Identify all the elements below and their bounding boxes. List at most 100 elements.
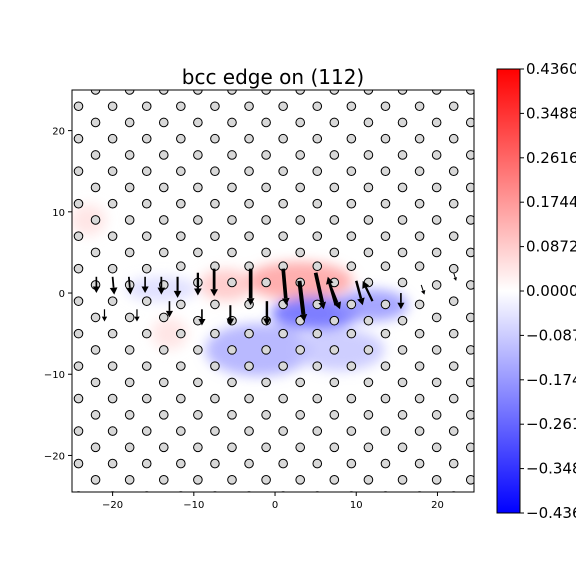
atom [176,101,186,112]
atom [57,411,66,420]
atom [414,198,425,209]
colorbar-tick: 0.2616 [520,149,576,167]
atom [90,475,101,485]
atom [158,475,169,485]
atom [363,182,374,193]
atom [244,133,254,144]
displacement-arrow [420,284,426,295]
atom [484,459,493,468]
colorbar-tick-label: 0.1744 [526,193,576,211]
atom [448,361,459,371]
atom [210,133,220,144]
atom [397,117,408,128]
atom [261,247,271,258]
atom [210,101,220,112]
arrow-head [141,286,149,294]
atom [193,182,203,193]
atom [363,215,374,225]
atom [40,199,49,208]
atom [295,410,306,420]
arrow-head [299,314,308,322]
atom [73,263,84,274]
atom [141,426,152,436]
atom [329,90,340,95]
displacement-arrow [397,293,405,310]
atom [90,377,101,388]
atom [431,150,442,160]
atom [73,426,84,436]
atom [346,328,357,339]
x-tick-label: −10 [183,500,204,511]
atom [57,151,66,160]
atom [107,458,118,469]
atom [73,101,84,112]
atom [484,329,493,338]
atom [124,182,135,193]
colorbar-tick-label: 0.3488 [526,104,576,122]
atom [107,198,118,209]
atom [23,443,32,452]
atom [346,231,357,241]
atom [75,491,82,492]
atom [210,458,220,469]
atom [312,198,323,209]
atom [380,166,391,177]
atom [227,442,237,453]
atom [397,150,408,160]
atom [295,182,306,193]
arrow-head [263,318,271,326]
atom [227,117,237,128]
atom [346,458,357,469]
x-tick-label: −20 [102,500,123,511]
arrow-shaft [111,276,115,288]
atom [312,166,323,177]
atom [295,475,306,485]
atom [23,248,32,257]
atom [329,117,340,128]
atom [397,247,408,258]
atom [141,198,152,209]
atom [295,90,306,95]
displacement-arrow [263,301,271,326]
atom [465,377,474,388]
atom [57,313,66,322]
atom [23,378,32,387]
field-blob [151,317,188,350]
atom [329,377,340,388]
displacement-arrow [210,268,218,297]
atom [465,117,474,128]
atom [312,101,323,112]
atom [363,475,374,485]
atom [431,442,442,453]
atom [363,315,374,326]
atom [73,361,84,371]
atom [346,361,357,371]
atom [107,328,118,339]
atom [73,166,84,177]
colorbar-tick-label: 0.2616 [526,149,576,167]
atom [40,232,49,241]
atom [346,166,357,177]
atom [431,215,442,225]
atom [448,296,459,306]
atom [90,182,101,193]
atom [210,299,220,310]
atom [414,458,425,469]
atom [57,281,66,290]
atom [346,393,357,404]
displacement-arrow [157,276,166,295]
atom [346,261,357,272]
atom [261,377,271,388]
atom [261,345,271,355]
atom [414,299,425,310]
atom [176,198,186,209]
atom [431,280,442,290]
atom [414,328,425,339]
displacement-arrow [101,309,108,322]
atom [448,166,459,177]
atom [176,458,186,469]
atom [40,362,49,371]
arrow-head [198,319,206,326]
atom [23,183,32,192]
